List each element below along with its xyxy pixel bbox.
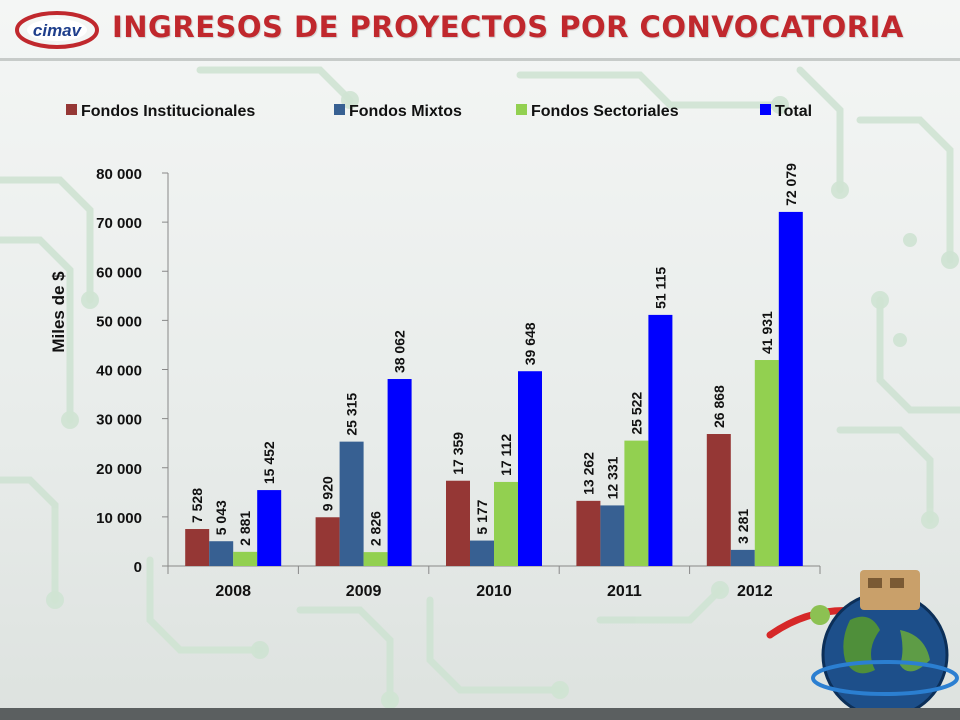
bar-total <box>387 379 412 566</box>
data-label: 72 079 <box>783 163 799 206</box>
y-tick-label: 30 000 <box>96 412 142 429</box>
bar-fondos-sectoriales <box>233 551 258 566</box>
data-label: 38 062 <box>392 330 408 373</box>
x-tick-label: 2010 <box>476 583 512 600</box>
legend-label: Fondos Institucionales <box>81 103 255 120</box>
data-label: 9 920 <box>320 476 336 511</box>
bar-fondos-sectoriales <box>494 481 518 566</box>
y-tick-label: 80 000 <box>96 166 142 183</box>
bar-fondos-sectoriales <box>363 552 388 566</box>
data-label: 51 115 <box>652 267 668 309</box>
data-labels: 7 528 9 920 17 359 13 262 26 868 5 043 25 315 5… <box>189 163 799 546</box>
bars <box>185 211 803 566</box>
data-label: 3 281 <box>735 509 751 544</box>
y-tick-label: 0 <box>134 559 142 576</box>
bar-total <box>257 490 282 566</box>
legend-swatch <box>516 104 527 115</box>
bar-total <box>778 211 803 566</box>
bar-total <box>648 314 673 566</box>
bar-fondos-institucionales <box>185 529 210 566</box>
bar-fondos-institucionales <box>446 480 470 566</box>
cimav-logo: cimav <box>15 11 99 49</box>
legend-label: Total <box>775 103 812 120</box>
x-ticks: 2008 2009 2010 2011 2012 <box>167 566 821 600</box>
bar-fondos-mixtos <box>730 549 755 566</box>
data-label: 13 262 <box>580 452 596 495</box>
data-label: 26 868 <box>711 385 727 428</box>
data-label: 5 177 <box>474 499 490 534</box>
bar-fondos-institucionales <box>576 500 601 566</box>
x-tick-label: 2008 <box>215 583 251 600</box>
data-label: 17 359 <box>450 432 466 475</box>
data-label: 25 315 <box>344 393 360 436</box>
data-label: 2 881 <box>237 511 253 546</box>
data-label: 41 931 <box>759 311 775 354</box>
y-tick-label: 10 000 <box>96 510 142 527</box>
globe-illustration <box>766 570 959 719</box>
bar-fondos-institucionales <box>706 434 731 566</box>
legend-swatch <box>334 104 345 115</box>
data-label: 15 452 <box>261 441 277 484</box>
legend-label: Fondos Sectoriales <box>531 103 679 120</box>
y-tick-label: 40 000 <box>96 363 142 380</box>
y-tick-label: 20 000 <box>96 461 142 478</box>
y-axis-label: Miles de $ <box>49 271 68 353</box>
data-label: 12 331 <box>604 456 620 499</box>
legend-label: Fondos Mixtos <box>349 103 462 120</box>
data-label: 17 112 <box>498 434 514 476</box>
bar-fondos-sectoriales <box>624 440 649 566</box>
bar-total <box>518 371 542 566</box>
page-title: INGRESOS DE PROYECTOS POR CONVOCATORIA <box>112 10 904 44</box>
legend-swatch <box>66 104 77 115</box>
data-label: 2 826 <box>368 511 384 546</box>
data-label: 5 043 <box>213 500 229 535</box>
svg-text:cimav: cimav <box>33 21 83 40</box>
data-label: 39 648 <box>522 322 538 365</box>
x-tick-label: 2011 <box>607 583 642 600</box>
x-tick-label: 2012 <box>737 583 773 600</box>
bar-fondos-mixtos <box>470 540 494 566</box>
x-tick-label: 2009 <box>346 583 382 600</box>
data-label: 25 522 <box>628 392 644 435</box>
y-tick-label: 60 000 <box>96 264 142 281</box>
data-label: 7 528 <box>189 488 205 523</box>
bar-fondos-sectoriales <box>754 360 779 566</box>
bar-fondos-institucionales <box>315 517 340 566</box>
legend: Fondos Institucionales Fondos Mixtos Fondo… <box>66 103 812 120</box>
bar-fondos-mixtos <box>600 505 625 566</box>
header-divider <box>0 58 960 61</box>
bar-fondos-mixtos <box>209 541 234 566</box>
legend-swatch <box>760 104 771 115</box>
footer-bar <box>0 708 960 720</box>
y-ticks: 0 10 000 20 000 30 000 40 000 50 000 60 000 70 … <box>96 166 168 576</box>
slide-header: cimav INGRESOS DE PROYECTOS POR CONVOCAT… <box>0 0 960 60</box>
bar-fondos-mixtos <box>339 441 364 566</box>
y-tick-label: 70 000 <box>96 215 142 232</box>
y-tick-label: 50 000 <box>96 313 142 330</box>
